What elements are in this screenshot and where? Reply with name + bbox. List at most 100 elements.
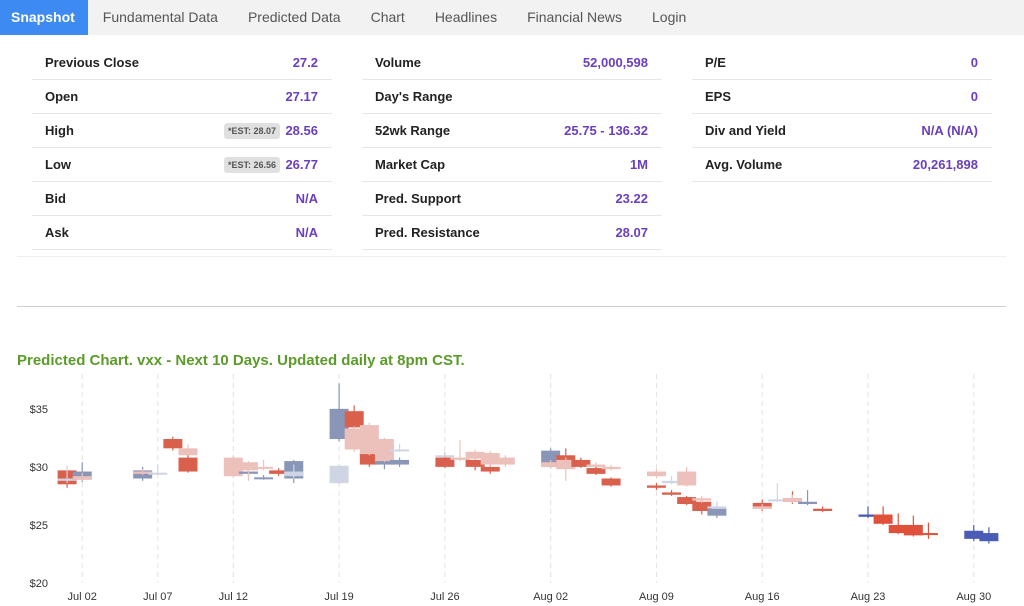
stat-label: Pred. Support bbox=[375, 191, 461, 206]
stats-column-2: Volume 52,000,598 Day's Range 52wk Range 2… bbox=[362, 46, 662, 250]
stat-value: 0 bbox=[970, 55, 978, 70]
candle-body bbox=[707, 508, 727, 516]
stat-value: 52,000,598 bbox=[582, 55, 648, 70]
tab-predicted-data[interactable]: Predicted Data bbox=[247, 9, 341, 25]
stat-eps: EPS 0 bbox=[692, 80, 992, 114]
x-tick-label: Jul 12 bbox=[219, 591, 248, 603]
candle-body bbox=[329, 465, 349, 484]
stat-label: P/E bbox=[705, 55, 726, 70]
candle-body bbox=[692, 501, 712, 512]
candle-body bbox=[677, 471, 697, 486]
candle-body bbox=[254, 466, 274, 469]
candle-body bbox=[964, 530, 984, 539]
candle-body bbox=[888, 524, 908, 534]
candle-body bbox=[601, 478, 621, 486]
candle-body bbox=[390, 459, 410, 465]
candle-body bbox=[873, 514, 893, 524]
stat-label: 52wk Range bbox=[375, 123, 451, 138]
candle-body bbox=[480, 452, 500, 465]
candle-body bbox=[359, 452, 379, 465]
candle-body bbox=[692, 498, 712, 501]
candle-body bbox=[178, 448, 198, 456]
stat-label: Previous Close bbox=[45, 55, 139, 70]
candle-body bbox=[450, 457, 470, 460]
candle-body bbox=[163, 439, 183, 449]
stat-value: 28.56 bbox=[285, 123, 318, 138]
candle-body bbox=[707, 506, 727, 509]
candle-body bbox=[284, 471, 304, 477]
chart-title: Predicted Chart. vxx - Next 10 Days. Upd… bbox=[17, 352, 465, 369]
stat-value: N/A (N/A) bbox=[921, 123, 978, 138]
stat-open: Open 27.17 bbox=[32, 80, 332, 114]
stat-pred-resistance: Pred. Resistance 28.07 bbox=[362, 216, 662, 250]
stat-label: Open bbox=[45, 89, 79, 104]
stat-value: N/A bbox=[295, 191, 318, 206]
est-badge: *EST: 26.56 bbox=[223, 157, 280, 173]
snapshot-stats: Previous Close 27.2 Open 27.17 High *EST: 2… bbox=[0, 46, 1024, 256]
nav-tabs: Snapshot Fundamental Data Predicted Data… bbox=[0, 0, 1024, 35]
divider bbox=[17, 306, 1006, 307]
candle-body bbox=[782, 498, 802, 502]
x-tick-label: Aug 02 bbox=[533, 591, 568, 603]
stat-value: 26.77 bbox=[285, 157, 318, 172]
stat-value: 20,261,898 bbox=[912, 157, 978, 172]
candle-body bbox=[541, 462, 561, 467]
candle-body bbox=[662, 492, 682, 495]
stat-value: 27.17 bbox=[285, 89, 318, 104]
candle-body bbox=[465, 451, 485, 459]
stat-value: 0 bbox=[970, 89, 978, 104]
tab-login[interactable]: Login bbox=[652, 9, 687, 25]
tab-financial-news[interactable]: Financial News bbox=[527, 9, 623, 25]
y-tick-label: $20 bbox=[30, 578, 48, 590]
stats-column-1: Previous Close 27.2 Open 27.17 High *EST: 2… bbox=[32, 46, 332, 250]
stat-value: 28.07 bbox=[615, 225, 648, 240]
stat-previous-close: Previous Close 27.2 bbox=[32, 46, 332, 80]
tab-headlines[interactable]: Headlines bbox=[434, 9, 498, 25]
candlestick-chart: $20 $25 $30 $35 Jul 02 Jul 07 Jul 12 Jul 19 Jul … bbox=[30, 374, 999, 603]
x-tick-label: Jul 07 bbox=[143, 591, 172, 603]
candle-body bbox=[495, 457, 515, 465]
tab-snapshot[interactable]: Snapshot bbox=[0, 0, 88, 35]
candle-body bbox=[344, 411, 364, 428]
stat-label: Avg. Volume bbox=[705, 157, 783, 172]
stat-label: High bbox=[45, 123, 74, 138]
candle-body bbox=[480, 466, 500, 472]
tab-fundamental-data[interactable]: Fundamental Data bbox=[102, 9, 218, 25]
stat-volume: Volume 52,000,598 bbox=[362, 46, 662, 80]
candle-body bbox=[374, 439, 394, 462]
stat-value: 1M bbox=[629, 157, 648, 172]
stat-label: Market Cap bbox=[375, 157, 446, 172]
candle-body bbox=[465, 459, 485, 467]
candle-body bbox=[858, 514, 878, 517]
candle-body bbox=[918, 533, 938, 536]
stat-pred-support: Pred. Support 23.22 bbox=[362, 182, 662, 216]
candle-body bbox=[979, 533, 999, 542]
candle-body bbox=[903, 524, 923, 536]
stat-avg-volume: Avg. Volume 20,261,898 bbox=[692, 148, 992, 182]
stat-high: High *EST: 28.07 28.56 bbox=[32, 114, 332, 148]
stat-days-range: Day's Range bbox=[362, 80, 662, 114]
stat-div-and-yield: Div and Yield N/A (N/A) bbox=[692, 114, 992, 148]
candle-body bbox=[374, 459, 394, 465]
candle-body bbox=[133, 471, 153, 474]
x-tick-label: Aug 16 bbox=[745, 591, 780, 603]
candle-body bbox=[677, 497, 697, 505]
stat-label: EPS bbox=[705, 89, 732, 104]
candle-body bbox=[767, 499, 787, 502]
stat-label: Pred. Resistance bbox=[375, 225, 480, 240]
candle-body bbox=[57, 478, 77, 481]
stat-value: 23.22 bbox=[615, 191, 648, 206]
candle-body bbox=[752, 506, 772, 509]
stat-pe: P/E 0 bbox=[692, 46, 992, 80]
tab-chart[interactable]: Chart bbox=[370, 9, 405, 25]
x-tick-label: Jul 26 bbox=[430, 591, 459, 603]
candle-body bbox=[238, 462, 258, 471]
candle-body bbox=[662, 480, 682, 484]
candle-body bbox=[646, 471, 666, 477]
candle-body bbox=[254, 477, 274, 480]
candle-body bbox=[223, 457, 243, 477]
candle-body bbox=[148, 472, 168, 475]
y-tick-label: $30 bbox=[30, 462, 48, 474]
stat-low: Low *EST: 26.56 26.77 bbox=[32, 148, 332, 182]
stat-label: Div and Yield bbox=[705, 123, 786, 138]
